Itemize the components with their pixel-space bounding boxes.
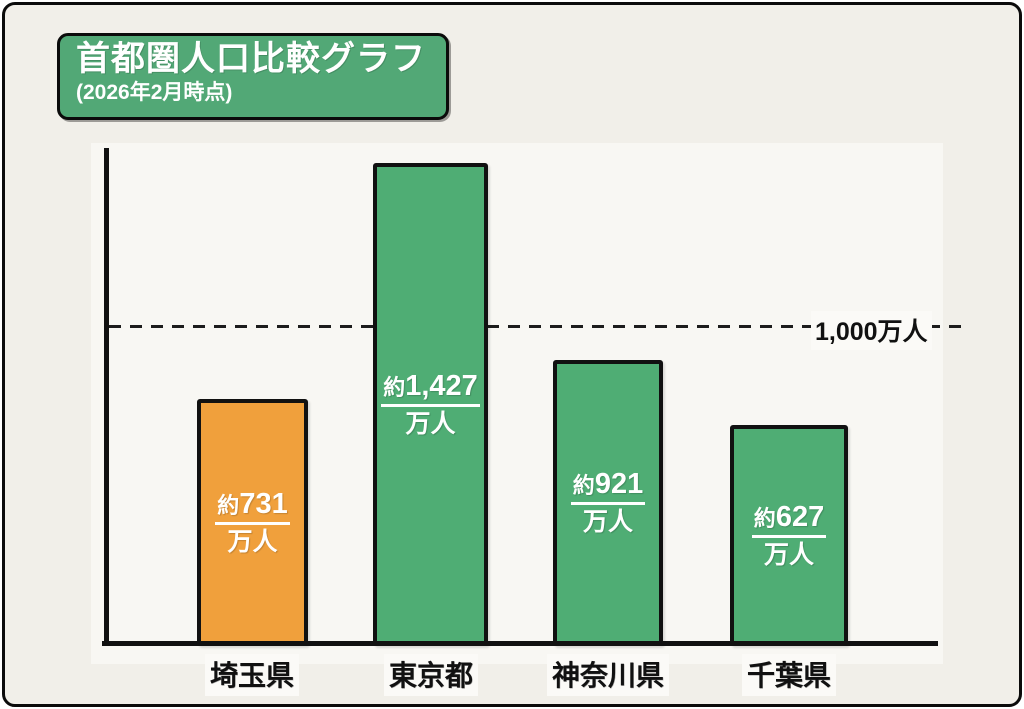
category-label-saitama: 埼玉県 xyxy=(204,654,300,696)
chart-subtitle: (2026年2月時点) xyxy=(76,81,233,104)
category-label-tokyo: 東京都 xyxy=(383,654,479,696)
chart-title-badge: 首都圏人口比較グラフ (2026年2月時点) xyxy=(57,33,449,120)
bar-value-chiba: 約627 万人 xyxy=(751,501,827,570)
bar-value-kanagawa: 約921 万人 xyxy=(570,469,646,537)
bar-number-kanagawa: 約921 xyxy=(570,469,646,506)
bar-value-tokyo: 約1,427 万人 xyxy=(381,370,480,439)
bar-unit-saitama: 万人 xyxy=(227,527,278,556)
bar-number-saitama: 約731 xyxy=(215,488,290,525)
bar-kanagawa: 約921 万人 xyxy=(553,360,663,646)
reference-line-label: 1,000万人 xyxy=(811,311,932,350)
chart-title: 首都圏人口比較グラフ xyxy=(76,40,426,78)
reference-line-1000 xyxy=(109,325,962,328)
category-label-chiba: 千葉県 xyxy=(741,654,837,696)
bar-chiba: 約627 万人 xyxy=(730,425,848,646)
bar-number-tokyo: 約1,427 xyxy=(381,370,480,407)
bar-unit-kanagawa: 万人 xyxy=(582,508,633,537)
bar-saitama: 約731 万人 xyxy=(197,399,308,646)
bar-number-chiba: 約627 xyxy=(751,501,827,538)
bar-tokyo: 約1,427 万人 xyxy=(373,163,488,646)
x-axis xyxy=(102,641,938,646)
bar-unit-chiba: 万人 xyxy=(763,540,814,569)
bar-value-saitama: 約731 万人 xyxy=(215,488,290,557)
y-axis xyxy=(104,148,109,646)
bar-unit-tokyo: 万人 xyxy=(405,409,456,438)
category-label-kanagawa: 神奈川県 xyxy=(546,654,670,696)
